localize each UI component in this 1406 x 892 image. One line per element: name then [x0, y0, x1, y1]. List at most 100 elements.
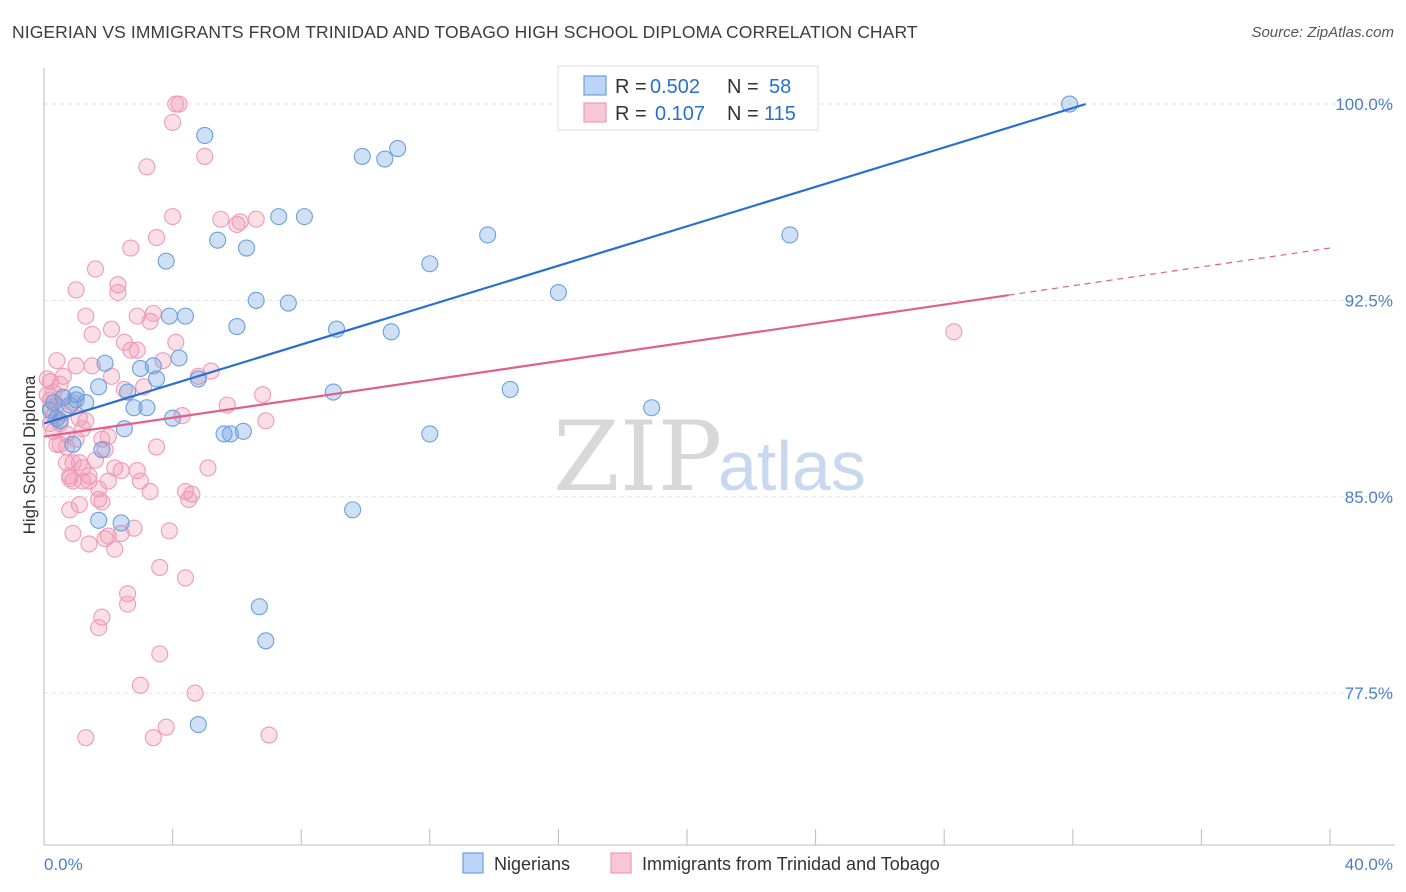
nigerian-point [189, 716, 207, 734]
trinidad-point [48, 435, 66, 453]
trinidad-point [109, 284, 127, 302]
trinidad-point [138, 158, 156, 176]
trinidad-point [228, 215, 246, 234]
y-tick-label: 85.0% [1345, 488, 1393, 507]
trinidad-point [61, 467, 79, 485]
trinidad-point [260, 726, 278, 744]
nigerian-point [270, 208, 288, 226]
nigerian-point [389, 139, 407, 158]
trinidad-point [48, 352, 66, 370]
nigerian-point [93, 441, 111, 459]
nigerian-point [228, 318, 246, 336]
nigerian-point [90, 378, 108, 396]
trinidad-point [90, 490, 108, 508]
trinidad-point [77, 729, 95, 747]
legend-n-label-1: N = [727, 76, 759, 98]
trinidad-point [144, 729, 162, 747]
trinidad-point [131, 472, 149, 490]
nigerian-point [90, 511, 108, 529]
nigerian-point [138, 399, 156, 417]
watermark-atlas: atlas [718, 427, 866, 505]
trinidad-point [86, 260, 104, 278]
trinidad-point [157, 718, 175, 736]
x-tick-label: 0.0% [44, 855, 83, 874]
trinidad-point [122, 239, 140, 257]
trinidad-point [176, 569, 195, 587]
legend-r-label-2: R = [615, 103, 647, 125]
trinidad-point [164, 208, 182, 226]
nigerian-point [221, 425, 240, 443]
trinidad-point [61, 501, 79, 519]
legend-swatch-trinidad [583, 102, 607, 123]
nigerian-point [160, 307, 178, 325]
y-tick-label: 77.5% [1345, 684, 1393, 703]
nigerian-point [501, 380, 519, 398]
nigerian-point [147, 370, 166, 388]
nigerian-point [344, 501, 362, 519]
nigerian-point [144, 357, 162, 375]
y-tick-label: 92.5% [1345, 291, 1393, 310]
trinidad-point [186, 684, 204, 702]
trinidad-point [125, 519, 143, 537]
trinidad-point [151, 645, 169, 663]
trinidad-point [212, 210, 230, 228]
nigerian-point [279, 294, 297, 312]
y-tick-labels: 100.0% 92.5% 85.0% 77.5% [1335, 95, 1393, 703]
trinidad-point [147, 438, 166, 456]
x-tick-labels: 0.0% 40.0% [44, 855, 1393, 874]
trinidad-point [128, 341, 146, 359]
trinidad-point [164, 113, 182, 131]
watermark-zip: ZIP [553, 401, 722, 513]
trinidad-point [64, 454, 82, 472]
legend-box: R = 0.502 N = 58 R = 0.107 N = 115 [557, 65, 819, 131]
nigerian-point [237, 239, 256, 257]
nigerian-point [67, 391, 85, 409]
nigerian-point [96, 354, 114, 372]
nigerian-point [353, 147, 371, 165]
legend-n-label-2: N = [727, 103, 759, 125]
nigerian-point [131, 359, 149, 378]
nigerian-point [257, 632, 275, 650]
nigerian-point [196, 126, 214, 145]
grid-lines [44, 103, 1395, 694]
nigerian-point [324, 383, 342, 401]
trinidad-point [147, 229, 166, 247]
trinidad-point [196, 147, 214, 165]
nigerian-point [549, 284, 567, 302]
bottom-legend-swatch-nigerians [462, 852, 484, 874]
legend-n-value-2: 115 [764, 103, 796, 125]
source-label: Source: ZipAtlas.com [1251, 24, 1394, 41]
trinidad-point [176, 482, 195, 501]
bottom-legend-swatch-trinidad [610, 852, 632, 874]
trinidad-point [131, 676, 149, 694]
nigerian-point [376, 150, 394, 168]
nigerian-point [295, 208, 313, 226]
trinidad-point [254, 386, 272, 404]
trinidad-point [80, 535, 98, 553]
legend-n-value-1: 58 [769, 76, 791, 98]
trinidad-point [247, 210, 265, 228]
trinidad-point [141, 482, 159, 501]
nigerian-point [421, 255, 439, 273]
nigerian-point [157, 252, 175, 270]
bottom-legend-trinidad: Immigrants from Trinidad and Tobago [642, 854, 940, 874]
trinidad-trend-line [43, 294, 1009, 438]
y-tick-label: 100.0% [1335, 95, 1393, 114]
y-axis-label: High School Diploma [20, 375, 39, 534]
legend-r-value-1: 0.502 [650, 76, 700, 98]
trinidad-point [77, 307, 95, 325]
trinidad-trend-extension [1008, 247, 1331, 296]
nigerian-point [421, 425, 439, 443]
trinidad-point [41, 373, 59, 391]
x-tick-label: 40.0% [1345, 855, 1393, 874]
legend-swatch-nigerians [583, 75, 607, 96]
nigerian-point [234, 422, 252, 440]
axes [43, 68, 1395, 846]
trinidad-point [54, 367, 72, 385]
nigerian-point [781, 226, 799, 244]
trinidad-point [67, 281, 85, 299]
trinidad-point [144, 304, 162, 323]
nigerian-point [479, 226, 497, 244]
trinidad-point [231, 213, 249, 231]
